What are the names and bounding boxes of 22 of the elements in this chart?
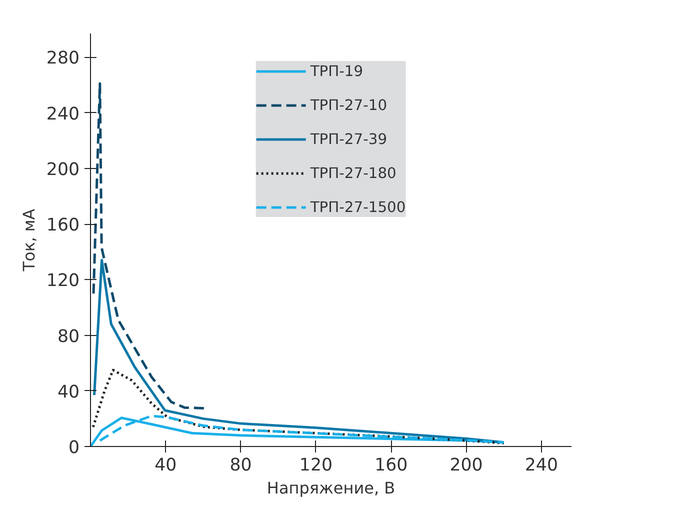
legend-label: ТРП-27-1500 <box>310 198 406 216</box>
x-tick-label: 160 <box>374 456 408 476</box>
x-tick-label: 120 <box>299 456 333 476</box>
y-tick-label: 40 <box>57 382 80 402</box>
y-tick-label: 80 <box>57 326 80 347</box>
x-tick-label: 240 <box>524 456 558 476</box>
y-tick-label: 120 <box>46 271 80 292</box>
x-tick-label: 80 <box>230 456 252 476</box>
line-series <box>92 82 206 410</box>
y-tick-label: 160 <box>46 216 80 236</box>
x-tick-label: 200 <box>450 456 483 476</box>
y-axis-title: Ток, мА <box>19 208 38 272</box>
y-tick-label: 280 <box>46 48 80 69</box>
x-tick-label: 40 <box>154 456 177 476</box>
y-tick-label: 200 <box>46 160 80 180</box>
legend-label: ТРП-27-39 <box>310 130 388 148</box>
y-tick-label: 0 <box>68 438 80 458</box>
y-tick-label: 240 <box>46 104 80 124</box>
legend-label: ТРП-27-10 <box>310 96 388 114</box>
legend-label: ТРП-19 <box>310 62 364 80</box>
x-axis-title: Напряжение, В <box>266 478 396 498</box>
legend-label: ТРП-27-180 <box>310 164 396 182</box>
